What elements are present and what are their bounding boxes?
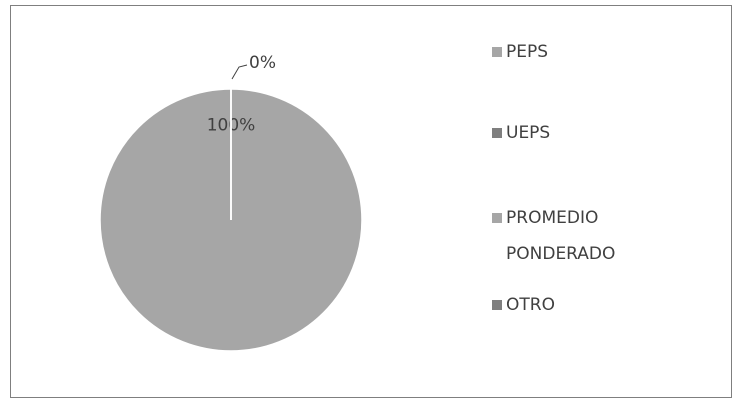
leader-line <box>231 64 248 80</box>
legend-label: OTRO <box>506 295 555 315</box>
legend-label: UEPS <box>506 123 550 143</box>
legend-label: PEPS <box>506 42 548 62</box>
legend-label: PROMEDIO <box>506 208 598 228</box>
legend-swatch <box>492 128 502 138</box>
legend-swatch <box>492 47 502 57</box>
legend-label: PONDERADO <box>506 244 615 264</box>
legend-swatch <box>492 300 502 310</box>
data-label: 0% <box>249 53 276 73</box>
legend-swatch <box>492 213 502 223</box>
